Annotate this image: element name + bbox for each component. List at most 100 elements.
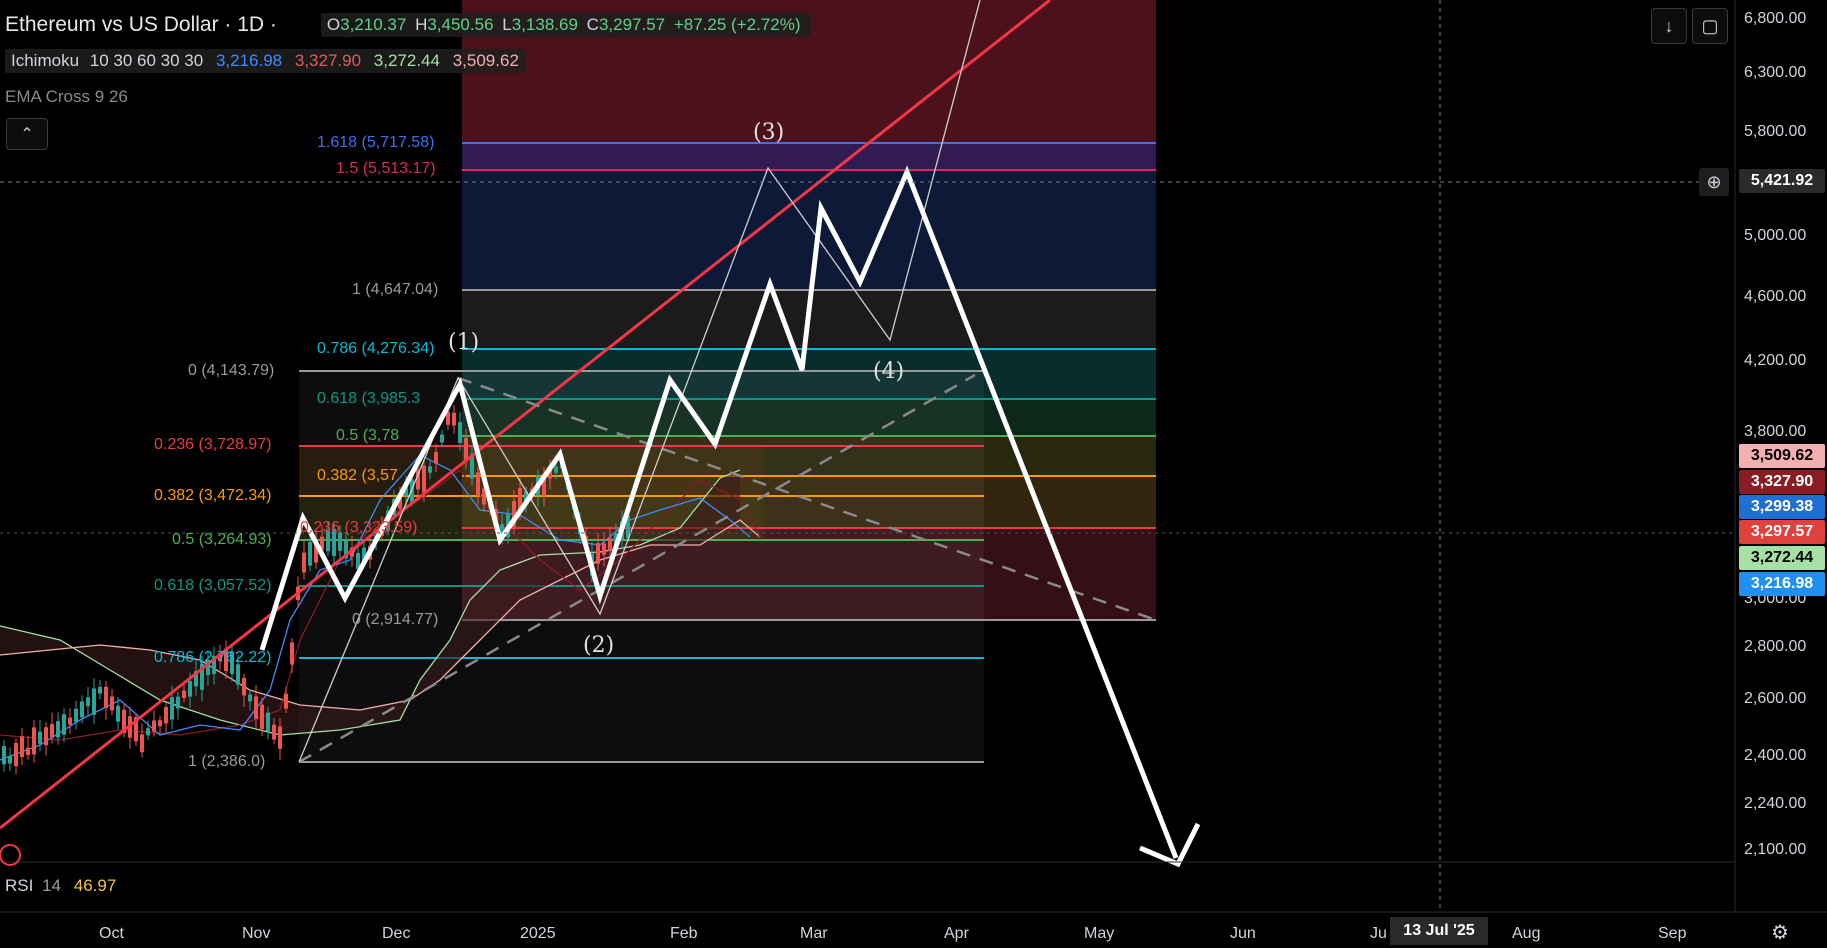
dashed-line-upper bbox=[457, 376, 1157, 622]
price-tick: 2,800.00 bbox=[1744, 638, 1807, 655]
price-tag-spanB: 3,509.62 bbox=[1739, 444, 1825, 468]
price-tick: 4,200.00 bbox=[1744, 352, 1807, 369]
price-tick: 2,600.00 bbox=[1744, 690, 1807, 707]
fibA-label-0382: 0.382 (3,472.34) bbox=[154, 487, 272, 504]
settings-gear-icon[interactable]: ⚙ bbox=[1771, 922, 1789, 944]
rsi-value: 46.97 bbox=[73, 876, 117, 895]
fib-zone-darkred bbox=[462, 528, 1156, 620]
fibB-label-0786: 0.786 (4,276.34) bbox=[317, 340, 435, 357]
price-tag-spanA: 3,272.44 bbox=[1739, 546, 1825, 570]
add-alert-button[interactable]: ⊕ bbox=[1699, 168, 1729, 196]
price-tag-kijun: 3,327.90 bbox=[1739, 470, 1825, 494]
price-tick: 4,600.00 bbox=[1744, 288, 1807, 305]
fib-zone-purple bbox=[462, 143, 1156, 170]
open-value: 3,210.37 bbox=[340, 15, 407, 34]
fibA-label-1: 1 (2,386.0) bbox=[188, 753, 266, 770]
open-key: O bbox=[326, 15, 341, 34]
time-tick: Aug bbox=[1512, 925, 1541, 942]
symbol-header: Ethereum vs US Dollar · 1D · O3,210.37 H… bbox=[5, 10, 811, 40]
fibB-label-0: 0 (2,914.77) bbox=[352, 611, 439, 628]
fibB-label-0236: 0.236 (3,323.59) bbox=[300, 519, 418, 536]
price-tick: 6,300.00 bbox=[1744, 64, 1807, 81]
fibB-label-05: 0.5 (3,78 bbox=[336, 427, 400, 444]
down-arrow-head bbox=[1139, 822, 1201, 868]
fib-zone-navy bbox=[462, 170, 1156, 290]
low-value: 3,138.69 bbox=[511, 15, 578, 34]
time-tick: Ju bbox=[1370, 925, 1387, 942]
ichimoku-spanA-value: 3,272.44 bbox=[373, 51, 440, 70]
fibB-label-15: 1.5 (5,513.17) bbox=[336, 160, 436, 177]
crosshair-price-label: 5,421.92 bbox=[1739, 169, 1825, 193]
price-tag-last: 3,297.57 bbox=[1739, 520, 1825, 544]
ichimoku-params: 10 30 60 30 30 bbox=[89, 51, 204, 70]
dashed-line-lower bbox=[298, 373, 976, 764]
scroll-down-button[interactable]: ↓ bbox=[1651, 8, 1687, 44]
price-tick: 2,100.00 bbox=[1744, 841, 1807, 858]
ichimoku-tenkan bbox=[0, 454, 751, 761]
time-tick: Oct bbox=[99, 925, 124, 942]
wave-label-3: (3) bbox=[753, 120, 785, 145]
ichimoku-kijun bbox=[0, 469, 761, 741]
price-tick: 3,800.00 bbox=[1744, 423, 1807, 440]
fibA-label-0618: 0.618 (3,057.52) bbox=[154, 577, 272, 594]
time-tick: Sep bbox=[1658, 925, 1687, 942]
wave-label-1: (1) bbox=[448, 330, 480, 355]
wave-label-2: (2) bbox=[583, 633, 615, 658]
ohlc-values: O3,210.37 H3,450.56 L3,138.69 C3,297.57 … bbox=[320, 13, 811, 37]
ichimoku-span-a bbox=[0, 469, 741, 736]
ichimoku-name: Ichimoku bbox=[11, 51, 80, 70]
high-value: 3,450.56 bbox=[427, 15, 494, 34]
price-tick: 2,400.00 bbox=[1744, 747, 1807, 764]
price-tick: 2,240.00 bbox=[1744, 795, 1807, 812]
plus-circle-icon: ⊕ bbox=[1706, 171, 1722, 192]
ichimoku-kijun-value: 3,327.90 bbox=[294, 51, 362, 70]
rsi-param: 14 bbox=[42, 876, 61, 895]
time-tick: Nov bbox=[242, 925, 271, 942]
price-tag-ema: 3,299.38 bbox=[1739, 495, 1825, 519]
wave-label-4: (4) bbox=[873, 359, 905, 384]
time-tick: 2025 bbox=[520, 925, 556, 942]
fibB-label-0618: 0.618 (3,985.3 bbox=[317, 390, 421, 407]
rsi-legend[interactable]: RSI 14 46.97 bbox=[5, 876, 116, 896]
ichimoku-cloud bbox=[0, 470, 740, 735]
price-tick: 6,800.00 bbox=[1744, 10, 1807, 27]
low-key: L bbox=[502, 15, 512, 34]
symbol-title[interactable]: Ethereum vs US Dollar · 1D · bbox=[5, 13, 277, 36]
fibA-label-0786: 0.786 (2,762.22) bbox=[154, 649, 272, 666]
price-tag-tenkan: 3,216.98 bbox=[1739, 572, 1825, 596]
fullscreen-icon: ▢ bbox=[1701, 15, 1719, 36]
change-value: +87.25 (+2.72%) bbox=[673, 15, 801, 34]
time-tick: Feb bbox=[670, 925, 698, 942]
alert-marker-icon[interactable] bbox=[0, 844, 21, 866]
ichimoku-spanB-value: 3,509.62 bbox=[452, 51, 519, 70]
ema-name: EMA Cross 9 26 bbox=[5, 87, 128, 106]
close-key: C bbox=[586, 15, 599, 34]
time-tick: Dec bbox=[382, 925, 411, 942]
fibB-label-0382: 0.382 (3,57 bbox=[317, 467, 398, 484]
fibB-label-1618: 1.618 (5,717.58) bbox=[317, 134, 435, 151]
fibA-label-05: 0.5 (3,264.93) bbox=[172, 531, 272, 548]
arrow-down-icon: ↓ bbox=[1664, 15, 1674, 36]
price-tick: 5,000.00 bbox=[1744, 227, 1807, 244]
high-key: H bbox=[415, 15, 428, 34]
time-tick: Jun bbox=[1230, 925, 1256, 942]
elliott-wave-path bbox=[259, 165, 1179, 859]
fibA-label-0236: 0.236 (3,728.97) bbox=[154, 436, 272, 453]
fullscreen-button[interactable]: ▢ bbox=[1692, 8, 1728, 44]
chevron-up-icon: ⌃ bbox=[20, 126, 34, 143]
fibA-label-0: 0 (4,143.79) bbox=[188, 362, 275, 379]
ichimoku-legend[interactable]: Ichimoku 10 30 60 30 30 3,216.98 3,327.9… bbox=[5, 46, 525, 76]
time-tick: Mar bbox=[800, 925, 828, 942]
ema-legend[interactable]: EMA Cross 9 26 bbox=[5, 82, 128, 112]
fibB-label-1: 1 (4,647.04) bbox=[352, 281, 439, 298]
close-value: 3,297.57 bbox=[598, 15, 666, 34]
time-tick: May bbox=[1084, 925, 1115, 942]
rsi-name: RSI bbox=[5, 876, 34, 895]
time-tick: Apr bbox=[944, 925, 969, 942]
collapse-legend-button[interactable]: ⌃ bbox=[6, 118, 48, 150]
price-tick: 5,800.00 bbox=[1744, 123, 1807, 140]
fib-zone-green bbox=[462, 399, 1156, 436]
ichimoku-tenkan-value: 3,216.98 bbox=[215, 51, 283, 70]
crosshair-date-label: 13 Jul '25 bbox=[1390, 917, 1488, 945]
